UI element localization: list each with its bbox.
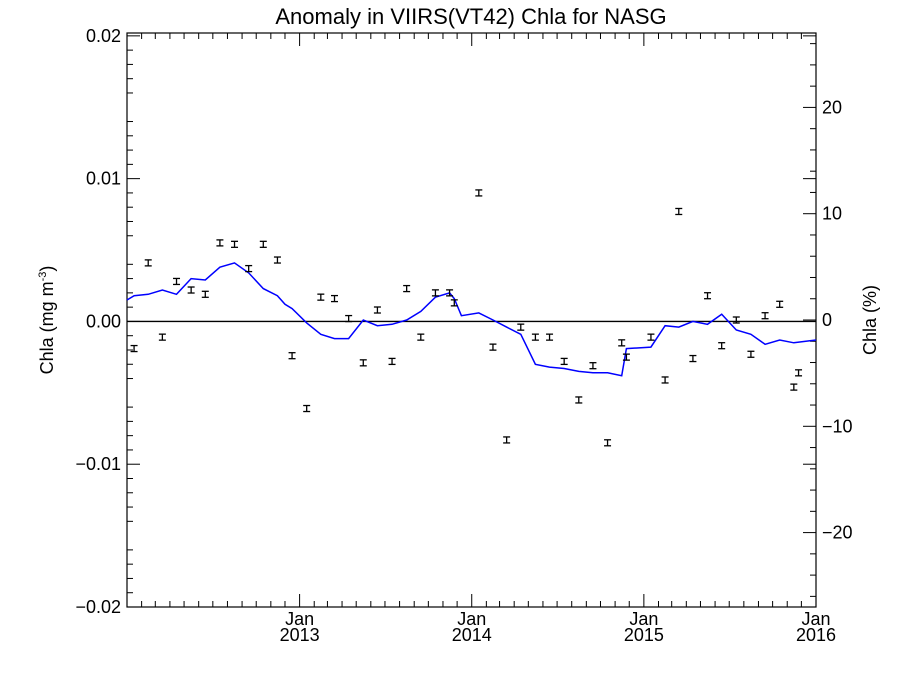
- y-left-tick-label: −0.02: [75, 597, 121, 617]
- anomaly-point: [589, 362, 597, 370]
- anomaly-point: [618, 339, 626, 347]
- x-tick-label-year: 2014: [452, 625, 492, 645]
- y-axis-left-label-exp: -3: [37, 272, 49, 282]
- anomaly-point: [173, 277, 181, 286]
- anomaly-point: [450, 299, 458, 307]
- anomaly-point: [747, 350, 755, 358]
- anomaly-point: [144, 259, 152, 267]
- x-tick-label-month: Jan: [629, 609, 658, 629]
- y-right-tick-label: 10: [822, 204, 842, 224]
- x-tick-label-year: 2016: [796, 625, 836, 645]
- anomaly-point: [187, 286, 195, 294]
- anomaly-point: [273, 256, 281, 264]
- anomaly-point: [604, 439, 612, 447]
- y-left-tick-label: 0.00: [86, 311, 121, 331]
- chart-title: Anomaly in VIIRS(VT42) Chla for NASG: [275, 4, 666, 29]
- anomaly-point: [704, 292, 712, 300]
- anomaly-point: [331, 294, 339, 303]
- anomaly-point: [158, 333, 166, 341]
- anomaly-point: [718, 342, 726, 350]
- anomaly-point: [216, 239, 224, 247]
- anomaly-point: [517, 323, 525, 331]
- y-axis-left-label-main: Chla (mg m: [37, 281, 57, 374]
- y-left-tick-label: −0.01: [75, 454, 121, 474]
- anomaly-point: [373, 306, 381, 314]
- running-mean-layer: [126, 262, 817, 377]
- anomaly-point: [503, 436, 511, 444]
- anomaly-point: [288, 352, 296, 360]
- y-axis-right-label: Chla (%): [860, 285, 880, 355]
- anomaly-point: [345, 314, 353, 323]
- anomaly-point: [575, 396, 583, 404]
- anomaly-point: [647, 333, 655, 341]
- anomaly-point: [317, 293, 325, 301]
- anomaly-point: [259, 240, 267, 248]
- anomaly-point: [446, 289, 454, 297]
- anomaly-point: [531, 333, 539, 341]
- axes-layer: 0.020.010.00−0.01−0.0220100−10−20Jan2013…: [75, 26, 852, 645]
- y-right-tick-label: −10: [822, 416, 853, 436]
- anomaly-point: [431, 289, 439, 297]
- anomaly-point: [622, 353, 630, 361]
- anomaly-point: [130, 344, 138, 353]
- anomaly-point: [245, 264, 253, 273]
- anomaly-point: [231, 240, 239, 248]
- anomaly-point: [675, 207, 683, 216]
- anomaly-point: [732, 316, 740, 324]
- y-axis-left-label: Chla (mg m-3): [37, 266, 57, 375]
- y-axis-left-label-close: ): [37, 266, 57, 272]
- y-right-tick-label: 20: [822, 97, 842, 117]
- anomaly-point: [546, 333, 554, 341]
- anomaly-point: [388, 357, 396, 366]
- y-right-tick-label: 0: [822, 310, 832, 330]
- x-tick-label-month: Jan: [801, 609, 830, 629]
- anomaly-point: [403, 284, 411, 293]
- anomaly-point: [795, 369, 803, 377]
- y-right-tick-label: −20: [822, 523, 853, 543]
- x-tick-label-year: 2015: [624, 625, 664, 645]
- anomaly-point: [475, 189, 483, 197]
- anomaly-point: [761, 312, 769, 320]
- anomaly-point: [560, 357, 568, 366]
- x-tick-label-year: 2013: [280, 625, 320, 645]
- anomaly-point: [776, 300, 784, 308]
- anomaly-point: [489, 343, 497, 351]
- anomaly-point: [417, 333, 425, 341]
- y-left-tick-label: 0.02: [86, 26, 121, 46]
- anomaly-point: [689, 354, 697, 363]
- anomaly-point: [201, 290, 209, 298]
- y-left-tick-label: 0.01: [86, 169, 121, 189]
- anomaly-point: [359, 359, 367, 367]
- anomaly-point: [790, 383, 798, 391]
- anomaly-point: [661, 376, 669, 384]
- anomaly-point: [303, 404, 311, 413]
- anomaly-points-layer: [130, 189, 803, 447]
- x-tick-label-month: Jan: [457, 609, 486, 629]
- x-tick-label-month: Jan: [285, 609, 314, 629]
- running-mean-line: [126, 262, 817, 377]
